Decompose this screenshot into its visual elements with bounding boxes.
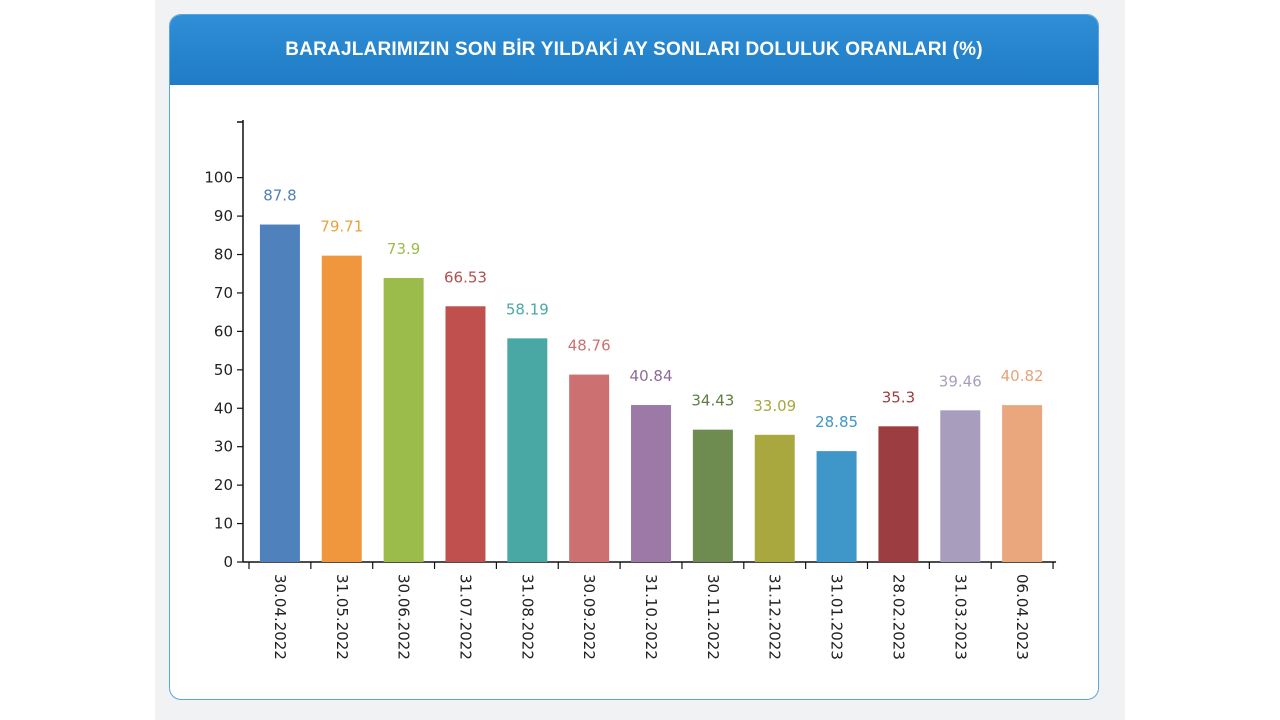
y-tick-label: 80	[214, 246, 233, 264]
data-label: 40.82	[1001, 367, 1044, 385]
data-label: 35.3	[882, 388, 915, 406]
x-tick-label: 31.05.2022	[333, 574, 351, 660]
data-label: 58.19	[506, 300, 549, 318]
y-tick-label: 10	[214, 515, 233, 533]
data-label: 48.76	[568, 337, 611, 355]
x-tick-label: 28.02.2023	[889, 574, 907, 660]
bar	[569, 374, 610, 562]
x-tick-label: 31.12.2022	[766, 574, 784, 660]
data-label: 73.9	[387, 240, 420, 258]
data-label: 33.09	[753, 397, 796, 415]
x-tick-label: 31.07.2022	[456, 574, 474, 660]
data-label: 28.85	[815, 413, 858, 431]
bar	[692, 429, 733, 562]
chart-labels: 87.8 30.04.2022 79.71 31.05.2022 73.9 30.06.2…	[263, 187, 1043, 660]
y-tick-label: 40	[214, 399, 233, 417]
data-label: 66.53	[444, 268, 487, 286]
bar	[507, 338, 548, 562]
y-tick-label: 100	[204, 169, 233, 187]
data-label: 87.8	[263, 187, 296, 205]
y-tick-label: 70	[214, 284, 233, 302]
x-tick-label: 31.01.2023	[828, 574, 846, 660]
x-tick-label: 30.04.2022	[271, 574, 289, 660]
chart-bars	[259, 224, 1043, 562]
bar	[259, 224, 300, 562]
chart-header: BARAJLARIMIZIN SON BİR YILDAKİ AY SONLAR…	[170, 15, 1098, 85]
bar	[816, 451, 857, 562]
chart-card: BARAJLARIMIZIN SON BİR YILDAKİ AY SONLAR…	[169, 14, 1099, 700]
x-tick-label: 31.03.2023	[951, 574, 969, 660]
x-tick-label: 30.11.2022	[704, 574, 722, 660]
bar	[383, 277, 424, 562]
bar	[878, 426, 919, 562]
x-tick-label: 31.08.2022	[518, 574, 536, 660]
bar	[445, 306, 486, 562]
chart-title: BARAJLARIMIZIN SON BİR YILDAKİ AY SONLAR…	[285, 39, 983, 60]
y-tick-label: 90	[214, 207, 233, 225]
bar	[1002, 405, 1043, 562]
bar	[321, 255, 362, 562]
data-label: 40.84	[630, 367, 673, 385]
y-tick-label: 60	[214, 322, 233, 340]
y-tick-label: 50	[214, 361, 233, 379]
bar	[940, 410, 981, 562]
data-label: 79.71	[320, 218, 363, 236]
y-tick-label: 20	[214, 476, 233, 494]
x-tick-label: 30.06.2022	[395, 574, 413, 660]
x-tick-label: 30.09.2022	[580, 574, 598, 660]
data-label: 39.46	[939, 372, 982, 390]
data-label: 34.43	[691, 392, 734, 410]
bar	[631, 405, 672, 562]
x-tick-label: 06.04.2023	[1013, 574, 1031, 660]
y-tick-label: 30	[214, 438, 233, 456]
bar	[754, 434, 795, 562]
y-tick-label: 0	[223, 553, 233, 571]
x-tick-label: 31.10.2022	[642, 574, 660, 660]
